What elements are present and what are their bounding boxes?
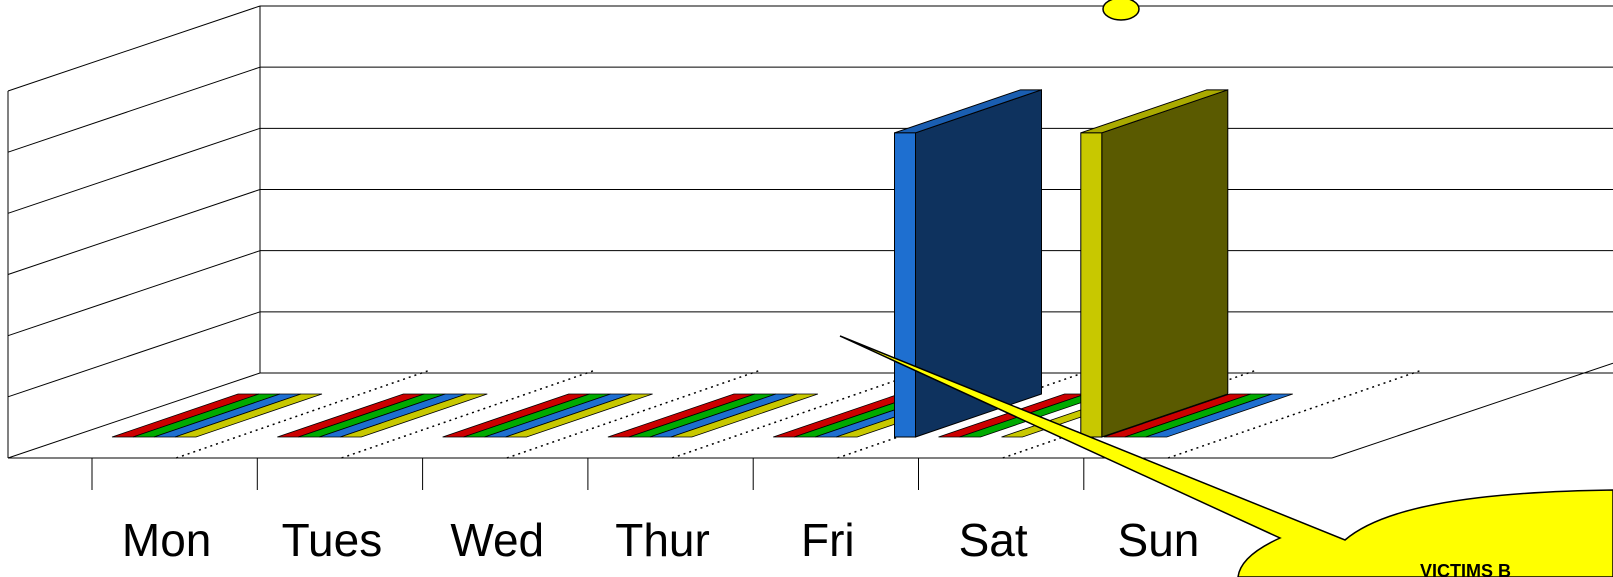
callout: VICTIMS B [839, 0, 1613, 577]
tick-label: Thur [615, 514, 710, 566]
side-gridline [7, 127, 261, 214]
bars [111, 89, 1293, 438]
bar [670, 393, 819, 438]
bar [1101, 89, 1229, 438]
x-axis-ticks [91, 458, 1085, 490]
bar [915, 89, 1042, 438]
callout-text: VICTIMS B [1420, 561, 1511, 577]
tick-label: Wed [450, 514, 544, 566]
bar [894, 132, 916, 438]
tick-label: Sat [959, 514, 1028, 566]
tick-label: Fri [801, 514, 855, 566]
side-gridline [7, 66, 261, 153]
callout-bubble [839, 335, 1613, 577]
tick-label: Sun [1118, 514, 1200, 566]
side-gridline [7, 372, 261, 459]
side-gridline [7, 5, 261, 92]
x-axis-tick-labels: Mon Tues Wed Thur Fri Sat Sun [122, 514, 1199, 566]
bar [340, 393, 488, 438]
bar [505, 393, 653, 438]
side-gridline [7, 311, 261, 398]
floor-right-edge [1331, 362, 1613, 459]
side-gridline [7, 250, 261, 337]
bar [1145, 393, 1293, 438]
tick-label: Tues [282, 514, 383, 566]
bar [174, 393, 323, 438]
callout-anchor-circle [1102, 0, 1140, 21]
side-gridline [7, 189, 261, 275]
tick-label: Mon [122, 514, 211, 566]
bar [1080, 132, 1103, 438]
chart-walls [7, 6, 1613, 459]
